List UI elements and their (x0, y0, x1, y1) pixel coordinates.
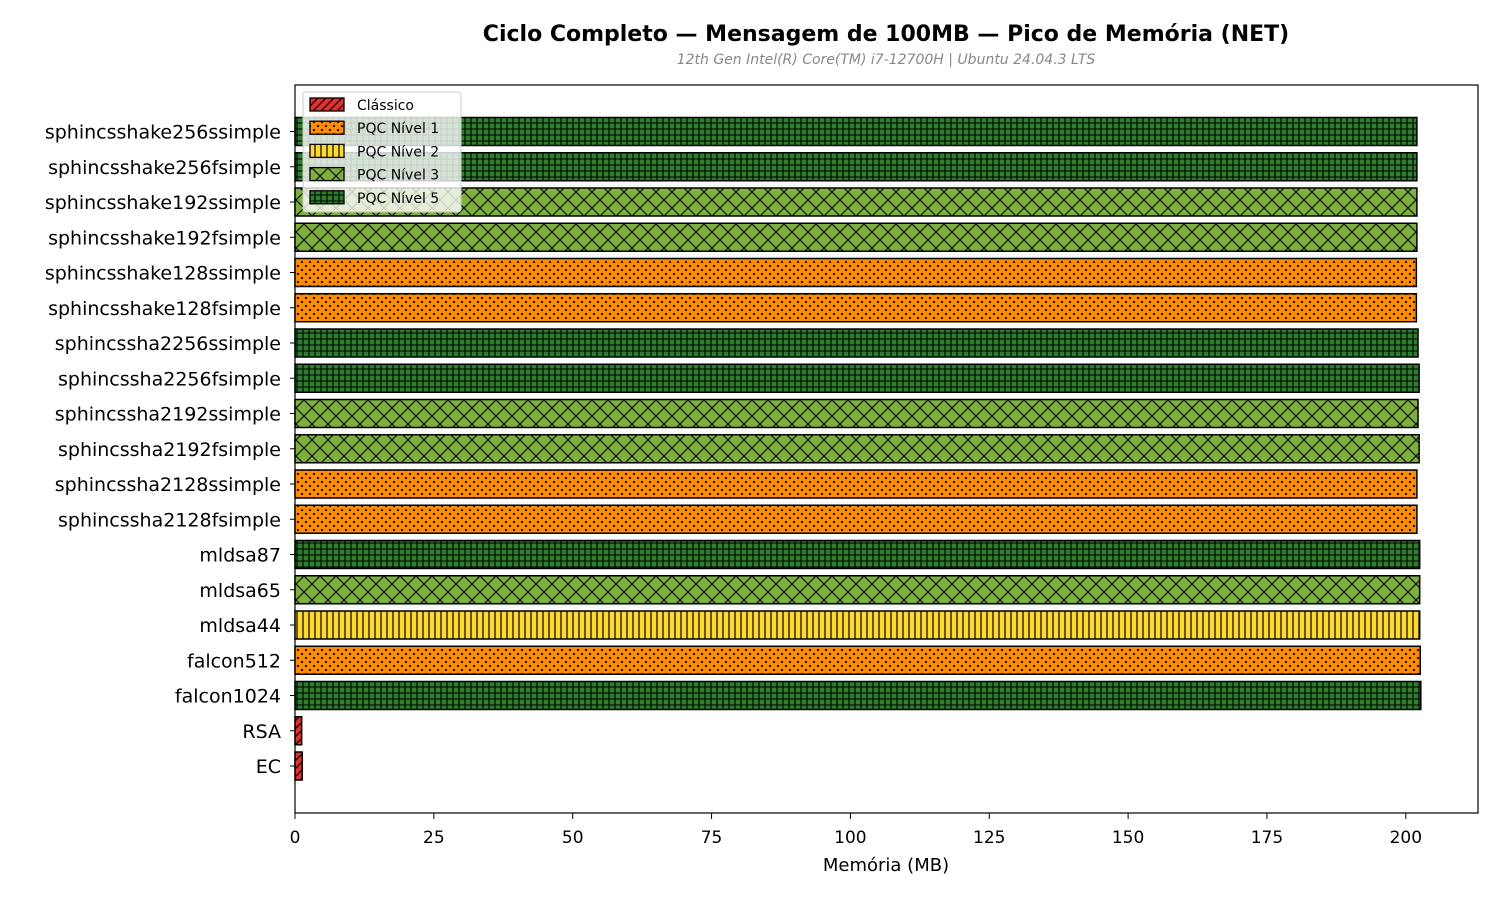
chart-title: Ciclo Completo — Mensagem de 100MB — Pic… (483, 22, 1289, 47)
bar-sphincsshake128ssimple (294, 257, 1418, 288)
bar-sphincssha2192ssimple (294, 398, 1419, 429)
legend-swatch-5 (309, 190, 345, 205)
x-tick-label: 100 (834, 828, 866, 848)
bar-sphincssha2192fsimple (294, 434, 1420, 464)
bar-mldsa87 (294, 539, 1421, 570)
x-tick-label: 175 (1251, 828, 1283, 848)
legend-label-5: PQC Nível 5 (357, 191, 439, 207)
category-label: sphincssha2128fsimple (58, 509, 281, 531)
x-tick-label: 125 (973, 828, 1005, 848)
category-label: sphincssha2128ssimple (55, 474, 281, 496)
legend: Clássico PQC Nível 1 PQC Nível 2 PQC Nível … (302, 91, 462, 213)
legend-label-4: PQC Nível 3 (357, 168, 439, 184)
x-axis-ticks: 0 25 50 75 100 125 150 175 200 (290, 813, 1422, 848)
bar-mldsa65 (294, 575, 1421, 605)
bar-sphincsshake192ssimple (294, 187, 1418, 217)
bar-sphincsshake256ssimple (294, 116, 1418, 147)
category-label: sphincssha2192ssimple (55, 404, 281, 426)
bar-mldsa44 (294, 610, 1421, 640)
category-label: sphincsshake128fsimple (48, 298, 281, 320)
category-label: sphincsshake128ssimple (45, 263, 281, 285)
category-label: sphincssha2192fsimple (58, 439, 281, 461)
legend-label-2: PQC Nível 1 (357, 121, 439, 137)
category-label: RSA (242, 721, 281, 743)
x-tick-label: 150 (1112, 828, 1144, 848)
category-label: sphincsshake192fsimple (48, 227, 281, 249)
legend-label-3: PQC Nível 2 (357, 144, 439, 160)
legend-swatch-3 (309, 143, 345, 159)
x-tick-label: 75 (701, 828, 723, 848)
legend-swatch-4 (309, 166, 345, 182)
chart-subtitle: 12th Gen Intel(R) Core(TM) i7-12700H | U… (677, 52, 1096, 68)
bar-sphincssha2128ssimple (294, 469, 1418, 499)
category-label: sphincssha2256fsimple (58, 368, 281, 390)
bar-sphincsshake192fsimple (294, 222, 1418, 252)
x-tick-label: 200 (1390, 828, 1422, 848)
legend-label-1: Clássico (357, 98, 414, 114)
bar-falcon512 (294, 645, 1421, 675)
category-label: mldsa87 (199, 545, 281, 567)
category-label: EC (256, 756, 281, 778)
category-label: sphincsshake256ssimple (45, 122, 281, 144)
category-label: mldsa65 (199, 580, 281, 602)
x-tick-label: 25 (423, 828, 445, 848)
category-label: falcon512 (187, 650, 281, 672)
legend-swatch-2 (309, 120, 345, 135)
bar-sphincsshake256fsimple (294, 152, 1418, 182)
bar-rsa (294, 716, 303, 746)
x-tick-label: 0 (290, 828, 301, 848)
bar-sphincssha2128fsimple (294, 504, 1418, 534)
x-tick-label: 50 (562, 828, 584, 848)
x-axis-label: Memória (MB) (823, 855, 949, 876)
bar-sphincssha2256fsimple (294, 363, 1420, 393)
category-label: sphincssha2256ssimple (55, 333, 281, 355)
bar-ec (294, 751, 303, 781)
bars-group (294, 116, 1422, 781)
category-label: mldsa44 (199, 615, 281, 637)
category-labels: sphincsshake256ssimple sphincsshake256fsi… (45, 122, 295, 778)
bar-sphincssha2256ssimple (294, 328, 1419, 358)
category-label: sphincsshake192ssimple (45, 192, 281, 214)
category-label: sphincsshake256fsimple (48, 157, 281, 179)
bar-sphincsshake128fsimple (294, 293, 1418, 323)
bar-falcon1024 (294, 680, 1422, 711)
category-label: falcon1024 (175, 686, 281, 708)
legend-swatch-1 (309, 97, 345, 112)
